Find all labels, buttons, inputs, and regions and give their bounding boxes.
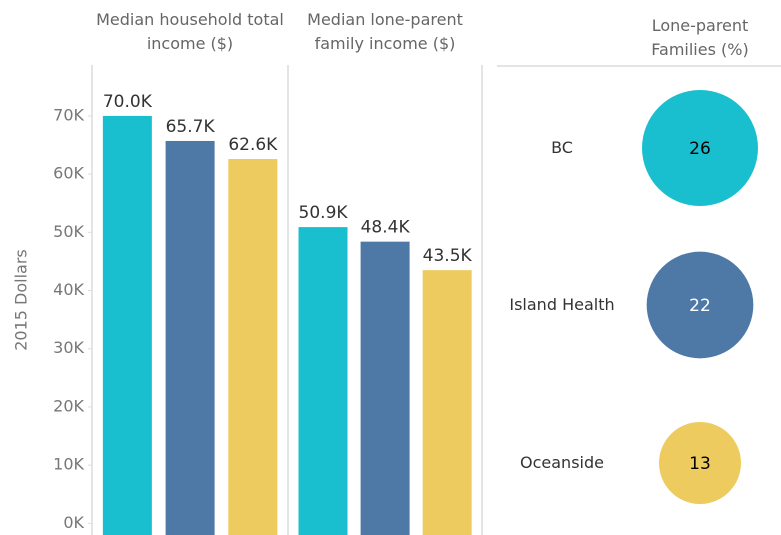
y-tick-label: 10K — [53, 455, 84, 474]
bar — [228, 158, 278, 535]
value-label: 62.6K — [228, 135, 278, 155]
value-label: 48.4K — [361, 218, 411, 238]
y-tick-label: 60K — [53, 164, 84, 183]
panel-title: Median lone-parent family income ($) — [307, 10, 463, 53]
category-label: Oceanside — [520, 453, 604, 472]
value-label: 26 — [689, 139, 711, 159]
value-label: 50.9K — [299, 203, 349, 223]
value-label: 65.7K — [166, 117, 216, 137]
bubble — [646, 251, 754, 359]
y-tick-label: 20K — [53, 396, 84, 415]
bar — [422, 270, 472, 535]
y-tick-label: 40K — [53, 280, 84, 299]
category-label: Island Health — [509, 295, 615, 314]
value-label: 43.5K — [423, 246, 473, 266]
y-tick-label: 50K — [53, 222, 84, 241]
bubble — [659, 422, 741, 504]
panel-title: Lone-parent Families (%) — [651, 16, 749, 59]
category-label: BC — [551, 138, 573, 157]
bubble — [642, 90, 758, 206]
value-label: 22 — [689, 296, 711, 316]
value-label: 13 — [689, 454, 711, 474]
bar — [360, 241, 410, 535]
y-tick-label: 0K — [63, 513, 84, 532]
bar — [102, 115, 152, 535]
panel-title: Median household total income ($) — [96, 10, 284, 53]
value-label: 70.0K — [103, 92, 153, 112]
y-tick-label: 30K — [53, 338, 84, 357]
bar — [165, 140, 215, 535]
y-axis-label: 2015 Dollars — [12, 249, 31, 351]
bar — [298, 227, 348, 535]
y-tick-label: 70K — [53, 105, 84, 124]
